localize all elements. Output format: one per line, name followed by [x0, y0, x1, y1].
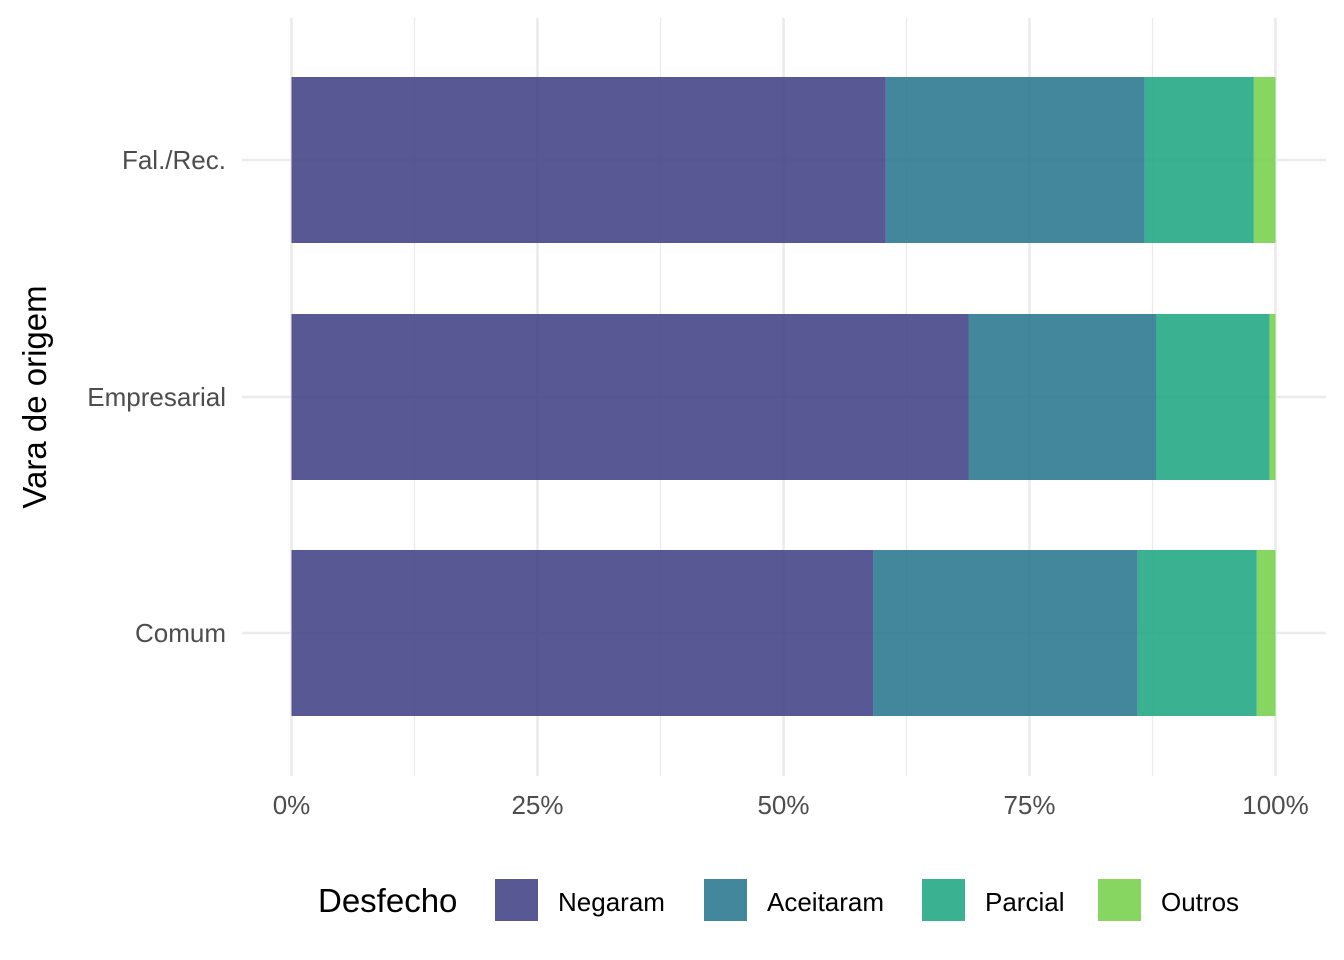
legend-key-parcial — [922, 879, 965, 921]
legend-label: Negaram — [558, 887, 665, 917]
bar-segment-outros — [1269, 314, 1276, 480]
bar-segment-parcial — [1137, 550, 1257, 716]
y-tick-label: Fal./Rec. — [122, 145, 226, 175]
y-axis-title: Vara de origem — [16, 285, 53, 508]
bar-segment-negaram — [291, 550, 874, 716]
x-tick-label: 50% — [757, 790, 809, 820]
bar-segment-aceitaram — [873, 550, 1138, 716]
legend: Desfecho Negaram Aceitaram Parcial Outros — [318, 879, 1239, 921]
legend-label: Aceitaram — [767, 887, 884, 917]
y-tick-label: Empresarial — [87, 382, 226, 412]
legend-key-outros — [1098, 879, 1141, 921]
bar-segment-aceitaram — [885, 77, 1145, 243]
x-tick-label: 75% — [1003, 790, 1055, 820]
bar-segment-aceitaram — [968, 314, 1157, 480]
bar-segment-parcial — [1156, 314, 1270, 480]
legend-label: Parcial — [985, 887, 1064, 917]
legend-label: Outros — [1161, 887, 1239, 917]
bar-segment-parcial — [1144, 77, 1254, 243]
legend-title: Desfecho — [318, 882, 457, 919]
y-tick-label: Comum — [135, 618, 226, 648]
bar-segment-outros — [1253, 77, 1276, 243]
x-axis-tick-labels: 0% 25% 50% 75% 100% — [273, 790, 1309, 820]
x-tick-label: 25% — [511, 790, 563, 820]
y-axis-tick-labels: Fal./Rec. Empresarial Comum — [87, 145, 226, 648]
bar-segment-negaram — [291, 77, 886, 243]
legend-key-negaram — [495, 879, 538, 921]
bars — [291, 77, 1276, 716]
bar-segment-outros — [1256, 550, 1276, 716]
legend-key-aceitaram — [704, 879, 747, 921]
x-tick-label: 100% — [1242, 790, 1309, 820]
bar-segment-negaram — [291, 314, 969, 480]
x-tick-label: 0% — [273, 790, 311, 820]
